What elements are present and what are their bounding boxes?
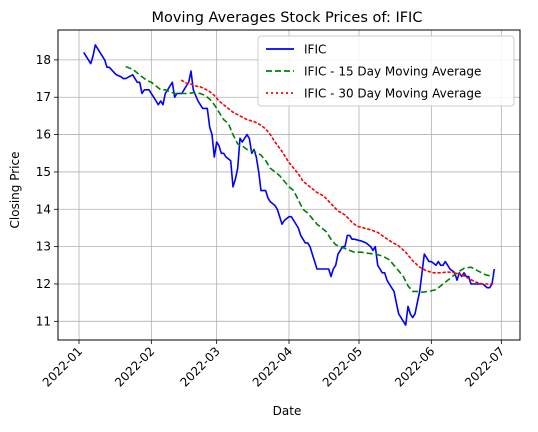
series-lines (83, 44, 496, 326)
y-tick-label: 18 (36, 53, 51, 67)
legend-label: IFIC - 15 Day Moving Average (304, 65, 481, 79)
x-axis-label: Date (273, 404, 302, 418)
series-line-3 (180, 79, 496, 285)
chart-title: Moving Averages Stock Prices of: IFIC (152, 10, 423, 26)
legend: IFIC IFIC - 15 Day Moving Average IFIC - 3… (257, 35, 515, 107)
y-tick-label: 11 (36, 314, 51, 328)
y-tick-label: 13 (36, 240, 51, 254)
y-tick-label: 17 (36, 90, 51, 104)
y-tick-label: 14 (36, 202, 51, 216)
y-axis-label: Closing Price (8, 152, 22, 229)
y-tick-label: 16 (36, 128, 51, 142)
legend-label: IFIC - 30 Day Moving Average (304, 87, 481, 101)
y-axis-ticks: 11 12 13 14 15 16 17 18 (36, 53, 58, 328)
series-line-2 (125, 65, 495, 294)
y-tick-label: 12 (36, 277, 51, 291)
legend-box (257, 35, 515, 107)
series-line-1 (83, 44, 496, 326)
y-tick-label: 15 (36, 165, 51, 179)
legend-label: IFIC (304, 43, 326, 57)
